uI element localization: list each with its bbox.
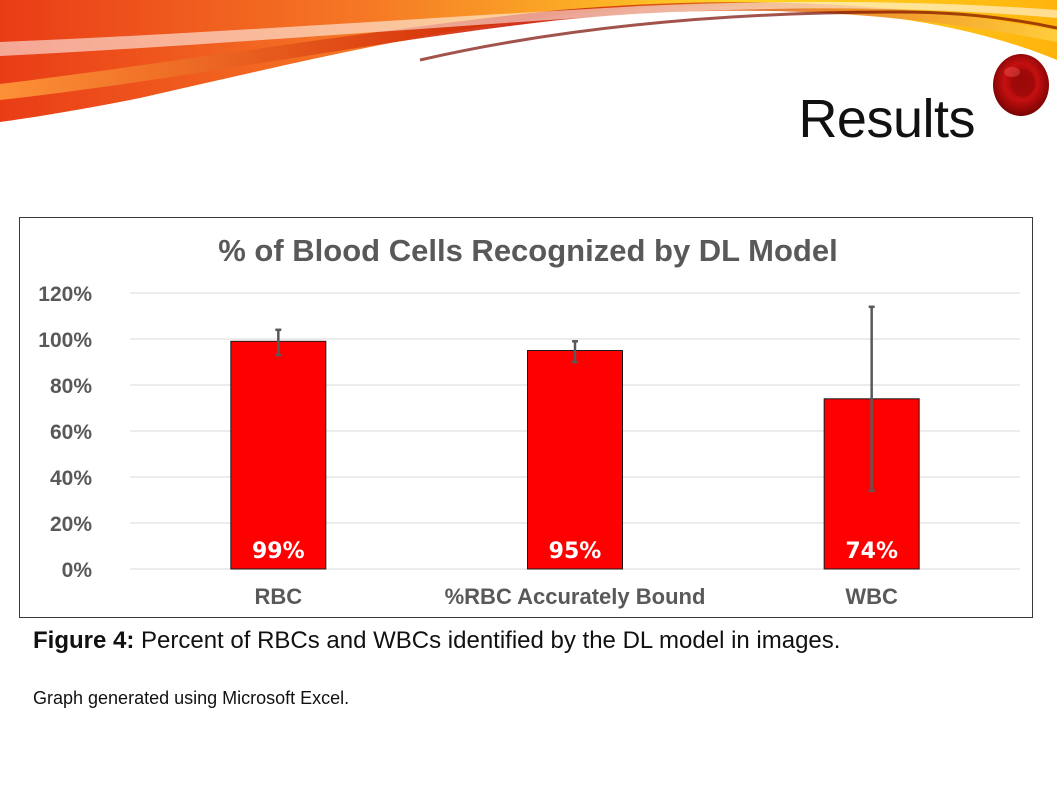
bar-chart: % of Blood Cells Recognized by DL Model … xyxy=(38,233,1020,609)
y-tick-label: 100% xyxy=(38,329,92,352)
x-category-label: RBC xyxy=(254,584,302,609)
x-category-label: %RBC Accurately Bound xyxy=(445,584,706,609)
y-tick-label: 60% xyxy=(50,421,92,444)
figure-caption: Figure 4: Percent of RBCs and WBCs ident… xyxy=(33,627,840,655)
data-label: 74% xyxy=(845,539,898,564)
data-label: 99% xyxy=(252,539,305,564)
slide-title: Results xyxy=(798,89,975,149)
figure-caption-label: Figure 4: xyxy=(33,627,135,654)
x-axis-category-labels: RBC %RBC Accurately Bound WBC xyxy=(254,584,898,609)
y-axis-tick-labels: 0% 20% 40% 60% 80% 100% 120% xyxy=(38,283,92,582)
y-tick-label: 0% xyxy=(62,559,93,582)
bar xyxy=(230,340,327,570)
red-blood-cell-icon xyxy=(993,54,1049,116)
x-category-label: WBC xyxy=(845,584,898,609)
error-bars xyxy=(275,305,875,493)
bars xyxy=(230,340,920,570)
y-tick-label: 40% xyxy=(50,467,92,490)
y-tick-label: 80% xyxy=(50,375,92,398)
bar xyxy=(527,350,623,570)
source-note: Graph generated using Microsoft Excel. xyxy=(33,688,350,708)
decorative-swoosh xyxy=(0,0,1057,122)
data-label: 95% xyxy=(549,539,602,564)
y-tick-label: 20% xyxy=(50,513,92,536)
chart-title: % of Blood Cells Recognized by DL Model xyxy=(218,233,837,268)
figure-caption-text: Percent of RBCs and WBCs identified by t… xyxy=(134,627,841,654)
y-tick-label: 120% xyxy=(38,283,92,306)
data-labels: 99% 95% 74% xyxy=(252,539,898,564)
chart-frame: % of Blood Cells Recognized by DL Model … xyxy=(19,217,1033,618)
